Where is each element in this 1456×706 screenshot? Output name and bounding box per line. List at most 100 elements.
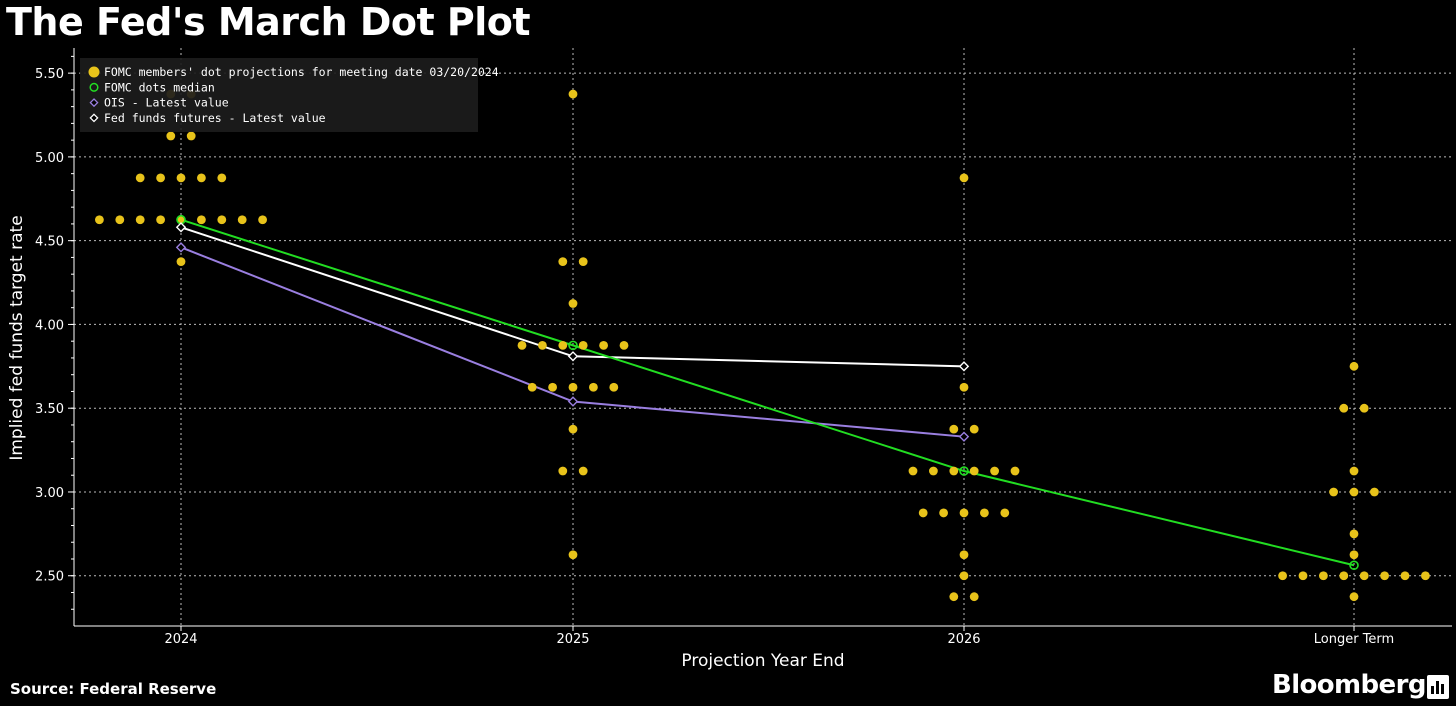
fomc-dot: [166, 131, 176, 141]
y-tick-label: 2.50: [35, 570, 64, 585]
fomc-dot: [156, 173, 166, 183]
axes: 2.50 3.00 3.50 4.00 4.50 5.00 5.50 2024 2025 2026…: [7, 48, 1452, 671]
y-tick-label: 3.50: [35, 402, 64, 417]
series-lines: [180, 218, 1355, 567]
fomc-dot: [1319, 571, 1328, 581]
ois-marker: [567, 396, 579, 407]
fomc-dot: [969, 592, 979, 602]
fomc-dot: [1000, 508, 1010, 518]
fomc-dot: [578, 466, 588, 476]
fomc-dot: [1349, 466, 1359, 476]
fomc-dot: [949, 592, 959, 602]
fomc-dot: [197, 173, 206, 183]
series-markers: [175, 214, 1359, 571]
fomc-dot: [990, 466, 999, 476]
fomc-dot: [939, 508, 948, 518]
x-tick-label: Longer Term: [1314, 632, 1394, 647]
median-marker: [959, 466, 969, 476]
fomc-dot: [115, 215, 125, 225]
fomc-dot: [538, 340, 547, 350]
fomc-dot: [1349, 592, 1359, 602]
fomc-dot: [186, 131, 196, 141]
fomc-dot: [568, 382, 578, 392]
fomc-dot: [619, 340, 629, 350]
fomc-dot: [1329, 487, 1338, 497]
fomc-dot: [949, 466, 959, 476]
y-axis-label: Implied fed funds target rate: [7, 215, 27, 460]
fomc-dot: [558, 340, 568, 350]
fomc-dot: [578, 340, 588, 350]
fomc-dot: [217, 215, 227, 225]
legend-ois-icon: [89, 98, 99, 108]
fomc-dot: [527, 382, 537, 392]
fomc-dot: [237, 215, 247, 225]
fomc-dot: [959, 382, 969, 392]
x-tick-label: 2024: [164, 632, 197, 647]
legend-label: FOMC dots median: [104, 80, 215, 94]
median-marker: [1349, 560, 1359, 571]
fomc-dot: [599, 340, 608, 350]
fomc-dot: [568, 299, 578, 308]
fomc-dot: [1349, 550, 1359, 560]
fomc-dot: [176, 257, 186, 267]
fomc-dot: [918, 508, 928, 518]
fomc-dot: [980, 508, 989, 518]
fomc-dot: [1400, 571, 1410, 581]
fomc-dot: [568, 550, 578, 560]
ois-marker: [958, 431, 970, 442]
median-marker: [568, 340, 578, 351]
legend-label: FOMC members' dot projections for meetin…: [104, 65, 499, 79]
fomc-dot: [1339, 403, 1349, 413]
legend-box: [80, 58, 478, 132]
y-tick-label: 4.00: [35, 318, 64, 333]
fomc-dot: [929, 466, 938, 476]
fomc-dot: [1349, 529, 1359, 539]
fomc-dot: [959, 173, 969, 183]
fomc-dot: [578, 257, 588, 267]
fomc-dot: [197, 215, 206, 225]
fomc-dot: [568, 89, 578, 99]
futures-marker: [958, 361, 970, 372]
y-tick-label: 3.00: [35, 486, 64, 501]
x-axis-label: Projection Year End: [681, 651, 844, 671]
source-note: Source: Federal Reserve: [10, 680, 217, 698]
fomc-dot: [548, 382, 557, 392]
legend-median-icon: [89, 82, 99, 92]
fomc-dot: [1349, 487, 1359, 497]
fomc-dot: [1298, 571, 1308, 581]
fomc-dot: [959, 571, 969, 581]
fomc-dot: [1421, 571, 1430, 581]
fomc-dot: [609, 382, 619, 392]
chart-title: The Fed's March Dot Plot: [6, 0, 531, 44]
x-tick-label: 2026: [947, 632, 980, 647]
fomc-dot: [1370, 487, 1379, 497]
fomc-dot: [176, 215, 186, 225]
fomc-dot: [558, 466, 568, 476]
fomc-dot: [949, 424, 959, 434]
futures-marker: [567, 351, 579, 362]
fomc-dot: [959, 550, 969, 560]
y-tick-label: 5.50: [35, 67, 64, 82]
fomc-dot: [156, 215, 166, 225]
fomc-dot: [1278, 571, 1287, 581]
fomc-dot: [568, 424, 578, 434]
bloomberg-bars-icon: [1427, 675, 1449, 699]
fomc-dot: [95, 215, 104, 225]
y-tick-label: 5.00: [35, 151, 64, 166]
futures-marker: [175, 222, 187, 233]
fomc-dot: [217, 173, 227, 183]
legend-futures-icon: [89, 113, 99, 123]
legend-label: Fed funds futures - Latest value: [104, 111, 326, 125]
fomc-dot: [517, 340, 527, 350]
x-tick-label: 2025: [556, 632, 589, 647]
fomc-dot: [558, 257, 568, 267]
fomc-dot: [1349, 361, 1359, 371]
fomc-dot: [135, 215, 145, 225]
fomc-dot: [258, 215, 267, 225]
fomc-dot: [959, 508, 969, 518]
fomc-dot: [1359, 403, 1369, 413]
bloomberg-logo: Bloomberg: [1272, 670, 1426, 700]
fomc-dot: [908, 466, 918, 476]
fomc-dot: [1359, 571, 1369, 581]
